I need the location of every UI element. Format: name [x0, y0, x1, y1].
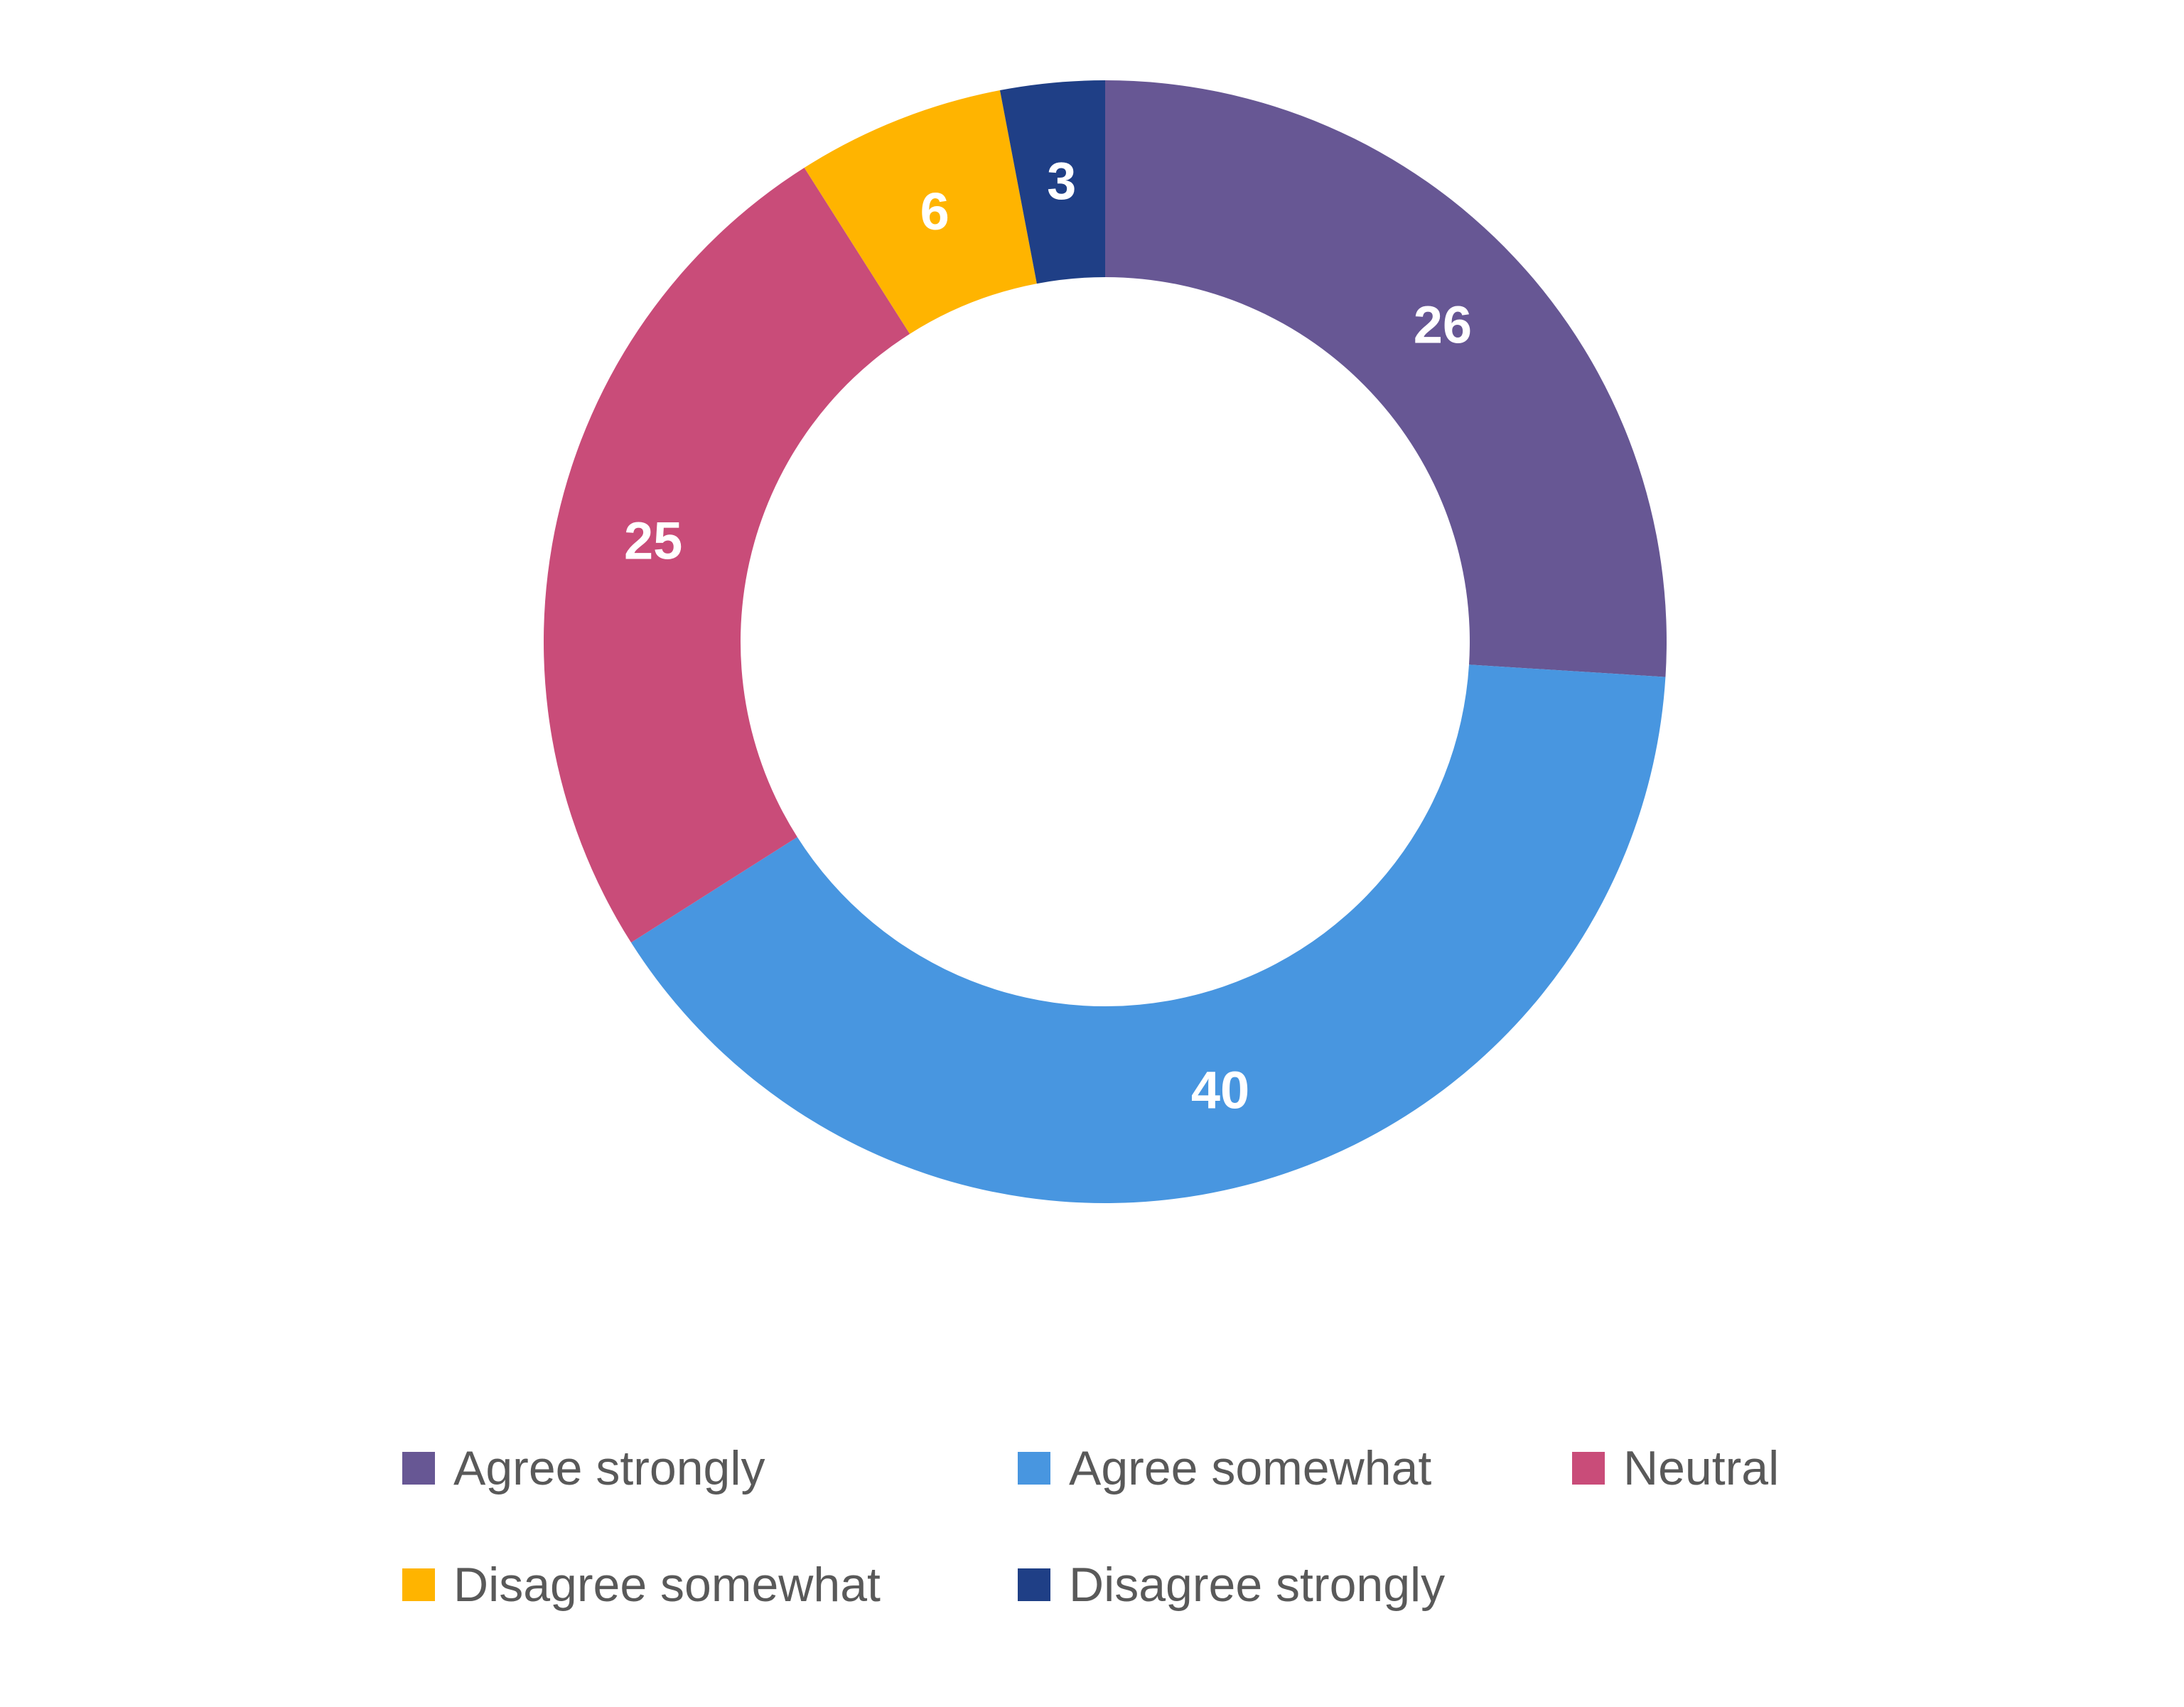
data-label-disagree-strongly: 3: [1047, 151, 1076, 210]
legend-swatch-disagree-strongly: [1018, 1568, 1050, 1601]
slice-agree-somewhat[interactable]: [630, 664, 1666, 1204]
data-label-agree-somewhat: 40: [1191, 1061, 1249, 1120]
legend-item-neutral[interactable]: Neutral: [1572, 1433, 1779, 1504]
legend-label: Disagree somewhat: [453, 1558, 881, 1612]
legend-swatch-agree-strongly: [402, 1452, 435, 1485]
slice-neutral[interactable]: [544, 167, 910, 943]
legend-item-disagree-somewhat[interactable]: Disagree somewhat: [402, 1549, 881, 1620]
legend-label: Agree somewhat: [1069, 1441, 1432, 1495]
slice-disagree-strongly[interactable]: [999, 80, 1105, 284]
data-label-agree-strongly: 26: [1414, 296, 1472, 355]
legend-label: Agree strongly: [453, 1441, 765, 1495]
data-label-disagree-somewhat: 6: [920, 182, 950, 241]
legend-item-agree-strongly[interactable]: Agree strongly: [402, 1433, 765, 1504]
slice-agree-strongly[interactable]: [1105, 80, 1667, 677]
legend-item-agree-somewhat[interactable]: Agree somewhat: [1018, 1433, 1431, 1504]
legend-item-disagree-strongly[interactable]: Disagree strongly: [1018, 1549, 1445, 1620]
legend-label: Neutral: [1623, 1441, 1780, 1495]
legend-label: Disagree strongly: [1069, 1558, 1446, 1612]
legend-swatch-disagree-somewhat: [402, 1568, 435, 1601]
data-label-neutral: 25: [624, 511, 682, 570]
legend-swatch-agree-somewhat: [1018, 1452, 1050, 1485]
legend-swatch-neutral: [1572, 1452, 1605, 1485]
donut-slices: [544, 80, 1667, 1204]
donut-data-labels: 26 40 25 6 3: [624, 151, 1472, 1120]
slice-disagree-somewhat[interactable]: [804, 90, 1037, 334]
legend: Agree strongly Agree somewhat Neutral Di…: [402, 1421, 1895, 1663]
